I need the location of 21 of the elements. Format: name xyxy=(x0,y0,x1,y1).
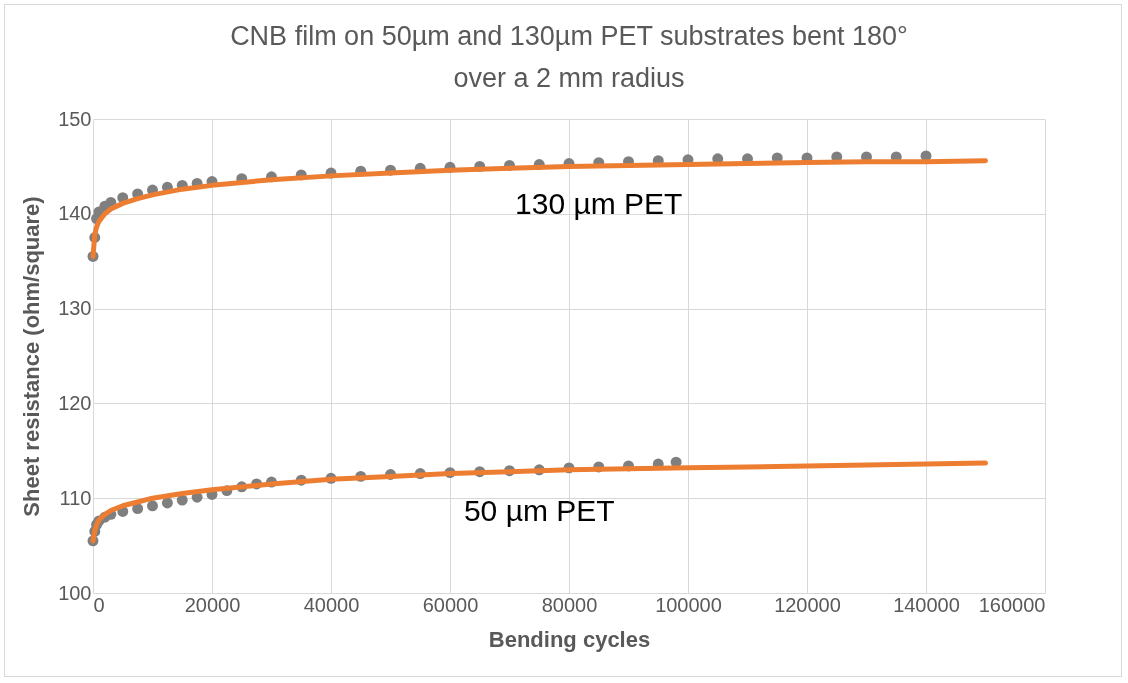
series-label: 50 µm PET xyxy=(463,493,615,527)
x-axis-title: Bending cycles xyxy=(488,626,651,652)
y-tick-label: 110 xyxy=(59,486,92,509)
y-tick-label: 100 xyxy=(58,581,92,604)
x-tick-label: 60000 xyxy=(422,593,479,616)
x-tick-label: 140000 xyxy=(893,593,960,616)
series-label: 130 µm PET xyxy=(515,186,683,220)
y-tick-label: 120 xyxy=(58,391,92,414)
x-tick-label: 160000 xyxy=(978,593,1046,616)
y-axis-title: Sheet resistance (ohm/square) xyxy=(19,196,45,517)
x-tick-label: 120000 xyxy=(774,593,841,616)
y-tick-label: 150 xyxy=(58,107,92,130)
x-tick-label: 100000 xyxy=(655,593,722,616)
y-tick-label: 130 xyxy=(58,297,92,320)
x-tick-label: 40000 xyxy=(303,593,360,616)
text: over a 2 mm radius xyxy=(453,63,685,93)
text: CNB film on 50µm and 130µm PET substrates bent 180° xyxy=(230,21,908,51)
x-tick-label: 0 xyxy=(93,593,105,616)
x-tick-label: 20000 xyxy=(184,593,241,616)
x-tick-label: 80000 xyxy=(541,593,598,616)
y-tick-label: 140 xyxy=(58,202,92,225)
